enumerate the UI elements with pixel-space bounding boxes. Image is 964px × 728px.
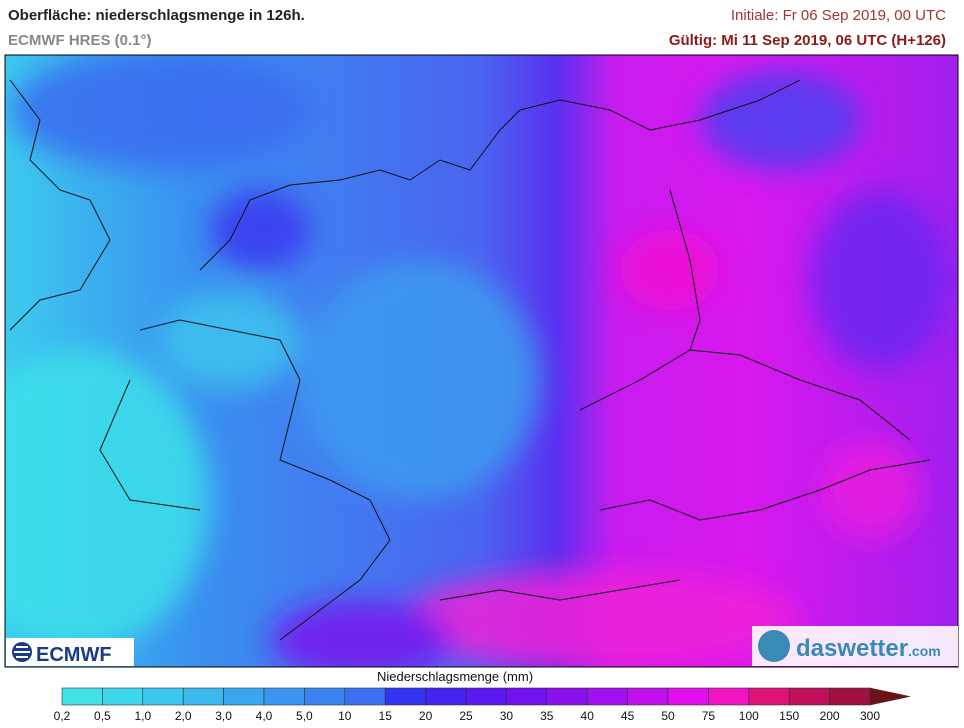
colorbar-bin <box>425 687 467 706</box>
colorbar-tick-label: 25 <box>459 709 473 723</box>
colorbar-bin <box>506 687 548 706</box>
colorbar-bin <box>465 687 507 706</box>
colorbar-tick-label: 300 <box>860 709 880 723</box>
colorbar-tick-label: 0,2 <box>54 709 71 723</box>
daswetter-logo-text: daswetter.com <box>796 635 941 662</box>
colorbar-tick-label: 1,0 <box>134 709 151 723</box>
colorbar-bin <box>546 687 588 706</box>
colorbar-tick-label: 2,0 <box>175 709 192 723</box>
colorbar-bin <box>182 687 224 706</box>
daswetter-suffix: .com <box>908 643 941 659</box>
colorbar-bin <box>829 687 871 706</box>
colorbar-tick-label: 0,5 <box>94 709 111 723</box>
colorbar-tick-label: 3,0 <box>215 709 232 723</box>
colorbar-bin <box>586 687 628 706</box>
colorbar-bin <box>384 687 426 706</box>
daswetter-name: daswetter <box>796 635 908 662</box>
map <box>5 55 958 667</box>
initial-time: Initiale: Fr 06 Sep 2019, 00 UTC <box>731 7 946 24</box>
colorbar-bin <box>708 687 750 706</box>
colorbar-tick-label: 50 <box>661 709 675 723</box>
colorbar-bin <box>102 687 144 706</box>
colorbar-bin <box>263 687 305 706</box>
colorbar-extend <box>869 687 911 706</box>
subtitle: ECMWF HRES (0.1°) <box>8 32 152 49</box>
colorbar-tick-label: 30 <box>500 709 514 723</box>
colorbar-tick-label: 100 <box>739 709 759 723</box>
colorbar-bin <box>223 687 265 706</box>
colorbar-tick-label: 45 <box>621 709 635 723</box>
ecmwf-logo-text: ECMWF <box>36 644 112 666</box>
colorbar-tick-label: 40 <box>581 709 595 723</box>
title: Oberfläche: niederschlagsmenge in 126h. <box>8 7 305 24</box>
colorbar-bin <box>61 687 103 706</box>
colorbar-bin <box>627 687 669 706</box>
colorbar-bin <box>788 687 830 706</box>
colorbar-tick-label: 15 <box>379 709 393 723</box>
daswetter-logo: daswetter.com <box>752 626 958 666</box>
colorbar-tick-label: 4,0 <box>256 709 273 723</box>
valid-time: Gültig: Mi 11 Sep 2019, 06 UTC (H+126) <box>669 32 946 49</box>
colorbar-bin <box>344 687 386 706</box>
colorbar-tick-label: 10 <box>338 709 352 723</box>
colorbar-tick-label: 150 <box>779 709 799 723</box>
legend-label: Niederschlagsmenge (mm) <box>377 669 533 684</box>
colorbar-tick-label: 20 <box>419 709 433 723</box>
colorbar-tick-label: 75 <box>702 709 716 723</box>
colorbar-bin <box>748 687 790 706</box>
colorbar-bin <box>142 687 184 706</box>
ecmwf-logo: ECMWF <box>6 638 134 666</box>
colorbar-bin <box>304 687 346 706</box>
colorbar-tick-label: 5,0 <box>296 709 313 723</box>
colorbar-tick-label: 35 <box>540 709 554 723</box>
colorbar-bin <box>667 687 709 706</box>
colorbar-tick-label: 200 <box>820 709 840 723</box>
colorbar: 0,2 0,5 1,0 2,0 3,0 4,0 5,0 10 15 20 25 30 35 40 45 50 7… <box>54 687 911 723</box>
